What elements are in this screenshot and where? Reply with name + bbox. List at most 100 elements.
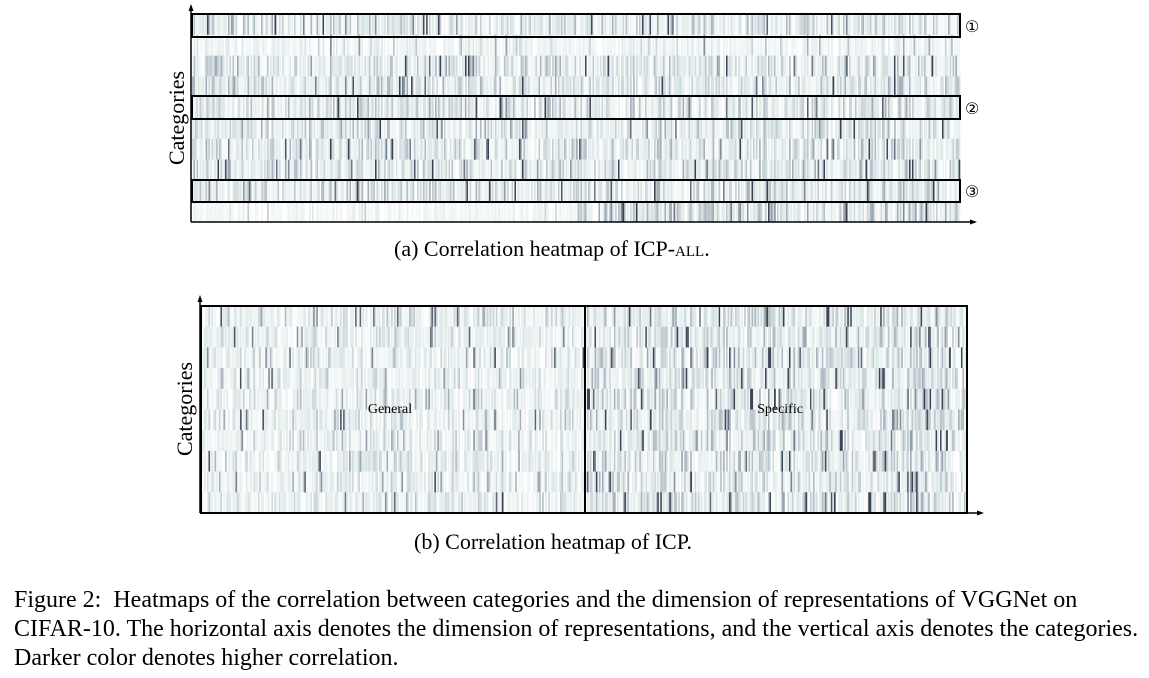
heatmap-cell [274,159,277,181]
heatmap-cell [415,118,418,139]
heatmap-cell [895,180,898,202]
heatmap-cell [649,201,652,223]
heatmap-cell [469,76,472,98]
heatmap-cell [715,118,718,139]
band-box-2 [191,95,961,120]
heatmap-cell [493,14,496,35]
heatmap-cell [571,34,574,56]
heatmap-cell [727,138,730,160]
heatmap-cell [387,76,389,98]
heatmap-cell [849,55,851,77]
heatmap-cell [862,97,865,119]
heatmap-cell [897,97,899,119]
heatmap-cell [930,14,932,35]
heatmap-cell [726,306,728,327]
heatmap-cell [679,97,682,119]
heatmap-cell [724,138,727,160]
heatmap-cell [487,201,490,223]
heatmap-cell [895,201,898,223]
heatmap-cell [199,14,202,35]
heatmap-cell [664,201,667,223]
heatmap-cell [768,201,770,223]
heatmap-cell [865,97,868,119]
heatmap-cell [291,97,293,119]
heatmap-cell [192,159,194,181]
heatmap-cell [318,76,320,98]
heatmap-cell [750,138,752,160]
heatmap-cell [922,34,925,56]
heatmap-cell [688,76,691,98]
heatmap-cell [556,34,559,56]
heatmap-cell [931,180,934,202]
heatmap-cell [477,34,479,56]
heatmap-cell [297,159,299,181]
heatmap-cell [690,118,692,139]
heatmap-cell [580,180,583,202]
heatmap-cell [762,14,764,35]
heatmap-cell [664,138,667,160]
heatmap-cell [258,180,260,202]
heatmap-cell [835,55,838,77]
heatmap-cell [661,118,664,139]
heatmap-cell [370,201,373,223]
heatmap-cell [256,201,259,223]
heatmap-cell [576,55,578,77]
heatmap-cell [784,14,787,35]
heatmap-cell [805,180,808,202]
heatmap-cell [631,55,634,77]
heatmap-cell [303,76,305,98]
heatmap-cell [387,138,389,160]
heatmap-cell [754,14,757,35]
heatmap-cell [568,118,571,139]
heatmap-cell [904,138,907,160]
heatmap-cell [729,97,731,119]
heatmap-cell [729,76,731,98]
heatmap-cell [822,201,824,223]
heatmap-cell [658,138,661,160]
heatmap-cell [247,159,250,181]
heatmap-cell [492,306,495,327]
heatmap-cell [263,306,266,327]
heatmap-cell [781,201,784,223]
heatmap-cell [396,97,398,119]
heatmap-cell [465,138,467,160]
heatmap-cell [687,201,689,223]
heatmap-cell [808,201,811,223]
heatmap-cell [720,14,722,35]
heatmap-cell [417,97,419,119]
heatmap-cell [546,201,548,223]
heatmap-cell [553,138,556,160]
heatmap-cell [423,118,425,139]
heatmap-cell [399,138,401,160]
heatmap-cell [568,97,571,119]
heatmap-cell [514,55,517,77]
heatmap-cell [931,118,934,139]
heatmap-cell [718,14,721,35]
heatmap-cell [549,118,551,139]
heatmap-cell [511,76,514,98]
heatmap-cell [352,34,355,56]
heatmap-cell [552,76,554,98]
heatmap-cell [207,138,209,160]
heatmap-cell [573,201,575,223]
heatmap-cell [564,159,566,181]
heatmap-cell [955,180,958,202]
heatmap-cell [426,201,428,223]
heatmap-cell [939,201,941,223]
heatmap-cell [628,159,631,181]
heatmap-cell [775,55,778,77]
heatmap-cell [325,14,328,35]
heatmap-cell [543,34,545,56]
heatmap-cell [679,118,682,139]
heatmap-cell [688,118,691,139]
heatmap-cell [682,76,685,98]
heatmap-cell [598,159,601,181]
heatmap-cell [534,306,537,327]
heatmap-cell [679,159,682,181]
heatmap-cell [792,76,794,98]
heatmap-cell [603,138,605,160]
heatmap-cell [405,306,408,327]
heatmap-cell [867,118,869,139]
heatmap-cell [346,97,349,119]
heatmap-cell [747,97,749,119]
